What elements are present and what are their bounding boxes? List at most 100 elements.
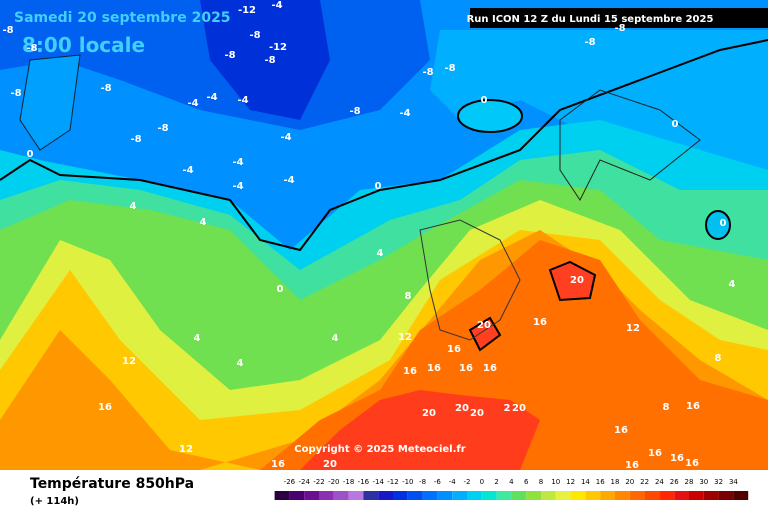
contour-label: 8 bbox=[663, 402, 670, 413]
legend-label: 22 bbox=[640, 478, 649, 486]
legend-label: 24 bbox=[655, 478, 664, 486]
contour-label: -4 bbox=[280, 132, 291, 143]
contour-label: 16 bbox=[533, 317, 547, 328]
legend-label: -4 bbox=[449, 478, 457, 486]
contour-label: 20 bbox=[512, 403, 526, 414]
legend-label: 28 bbox=[685, 478, 694, 486]
contour-label: 16 bbox=[625, 460, 639, 471]
time: 8:00 locale bbox=[22, 33, 145, 57]
legend-swatch bbox=[289, 491, 305, 500]
legend-label: -8 bbox=[419, 478, 426, 486]
legend-label: 30 bbox=[699, 478, 708, 486]
legend-swatch bbox=[422, 491, 438, 500]
legend-swatch bbox=[511, 491, 527, 500]
contour-label: 20 bbox=[422, 408, 436, 419]
legend-label: -16 bbox=[358, 478, 370, 486]
contour-label: 2 bbox=[504, 403, 511, 414]
contour-label: 20 bbox=[477, 320, 491, 331]
contour-label: 4 bbox=[130, 201, 137, 212]
legend-swatch bbox=[319, 491, 334, 500]
contour-label: -8 bbox=[349, 106, 360, 117]
legend-label: 26 bbox=[670, 478, 679, 486]
legend-swatch bbox=[496, 491, 512, 500]
legend-label: 10 bbox=[551, 478, 560, 486]
contour-label: 0 bbox=[277, 284, 284, 295]
legend-label: 34 bbox=[729, 478, 738, 486]
contour-label: -12 bbox=[269, 42, 287, 53]
contour-label: 4 bbox=[200, 217, 207, 228]
contour-label: -8 bbox=[130, 134, 141, 145]
contour-label: -8 bbox=[264, 55, 275, 66]
contour-label: -12 bbox=[238, 5, 256, 16]
contour-label: 8 bbox=[715, 353, 722, 364]
contour-label: -8 bbox=[10, 88, 21, 99]
legend-label: -6 bbox=[434, 478, 442, 486]
legend-label: 2 bbox=[494, 478, 498, 486]
legend-swatch bbox=[570, 491, 586, 500]
legend-label: -20 bbox=[328, 478, 339, 486]
contour-label: 8 bbox=[405, 291, 412, 302]
run-info: Run ICON 12 Z du Lundi 15 septembre 2025 bbox=[467, 14, 714, 25]
legend-label: -22 bbox=[313, 478, 324, 486]
contour-label: -4 bbox=[399, 108, 410, 119]
legend-swatch bbox=[363, 491, 379, 500]
legend-swatch bbox=[526, 491, 541, 500]
legend-label: 8 bbox=[539, 478, 543, 486]
legend-swatch bbox=[733, 491, 749, 500]
contour-label: 12 bbox=[179, 444, 193, 455]
contour-label: 0 bbox=[672, 119, 679, 130]
legend-swatch bbox=[452, 491, 467, 500]
legend-swatch bbox=[378, 491, 393, 500]
contour-label: 0 bbox=[375, 181, 382, 192]
legend-swatch bbox=[407, 491, 423, 500]
legend-swatch bbox=[689, 491, 704, 500]
legend-label: -26 bbox=[284, 478, 296, 486]
legend-swatch bbox=[393, 491, 408, 500]
contour-label: -4 bbox=[187, 98, 198, 109]
legend-label: -10 bbox=[402, 478, 413, 486]
legend-label: 0 bbox=[480, 478, 484, 486]
contour-label: -4 bbox=[232, 157, 243, 168]
contour-label: 16 bbox=[614, 425, 628, 436]
legend-label: 32 bbox=[714, 478, 723, 486]
legend-swatch bbox=[659, 491, 675, 500]
contour-label: 4 bbox=[377, 248, 384, 259]
legend-swatch bbox=[541, 491, 556, 500]
contour-label: 16 bbox=[670, 453, 684, 464]
color-legend: -26 -24 -22 -20 -18 -16 -14 -12 -10 -8 -6 -4 -2 0 2 4 6 8… bbox=[274, 478, 749, 500]
contour-labels: -12 -4 -8 -8 -8 -12 -8 -8 -8 -8 -8 -8 -8 -8 -4 -8 -8 -8 -4… bbox=[2, 0, 735, 471]
contour-label: 16 bbox=[98, 402, 112, 413]
legend-swatch bbox=[348, 491, 364, 500]
contour-label: -4 bbox=[271, 0, 282, 11]
legend-swatch bbox=[615, 491, 630, 500]
legend-swatch bbox=[600, 491, 615, 500]
contour-label: 16 bbox=[648, 448, 662, 459]
contour-label: -8 bbox=[26, 43, 37, 54]
legend-swatch bbox=[467, 491, 482, 500]
copyright: Copyright © 2025 Meteociel.fr bbox=[294, 444, 465, 455]
legend-swatch bbox=[718, 491, 734, 500]
contour-label: -4 bbox=[182, 165, 193, 176]
contour-label: 20 bbox=[570, 275, 584, 286]
legend-label: 12 bbox=[566, 478, 575, 486]
contour-label: 12 bbox=[398, 332, 412, 343]
legend-label: 16 bbox=[596, 478, 605, 486]
contour-label: 16 bbox=[686, 401, 700, 412]
legend-label: 4 bbox=[509, 478, 514, 486]
legend-swatch bbox=[644, 491, 660, 500]
contour-label: 16 bbox=[271, 459, 285, 470]
legend-label: 14 bbox=[581, 478, 590, 486]
legend-swatch bbox=[481, 491, 497, 500]
footer-lead: (+ 114h) bbox=[30, 496, 79, 507]
contour-label: -8 bbox=[584, 37, 595, 48]
footer-title: Température 850hPa bbox=[30, 476, 194, 492]
contour-label: 16 bbox=[685, 458, 699, 469]
contour-label: 16 bbox=[483, 363, 497, 374]
contour-label: 12 bbox=[122, 356, 136, 367]
legend-label: -2 bbox=[464, 478, 471, 486]
legend-swatch bbox=[703, 491, 719, 500]
legend-swatch bbox=[274, 491, 290, 500]
contour-label: 20 bbox=[455, 403, 469, 414]
legend-swatch bbox=[585, 491, 601, 500]
contour-label: -4 bbox=[237, 95, 248, 106]
